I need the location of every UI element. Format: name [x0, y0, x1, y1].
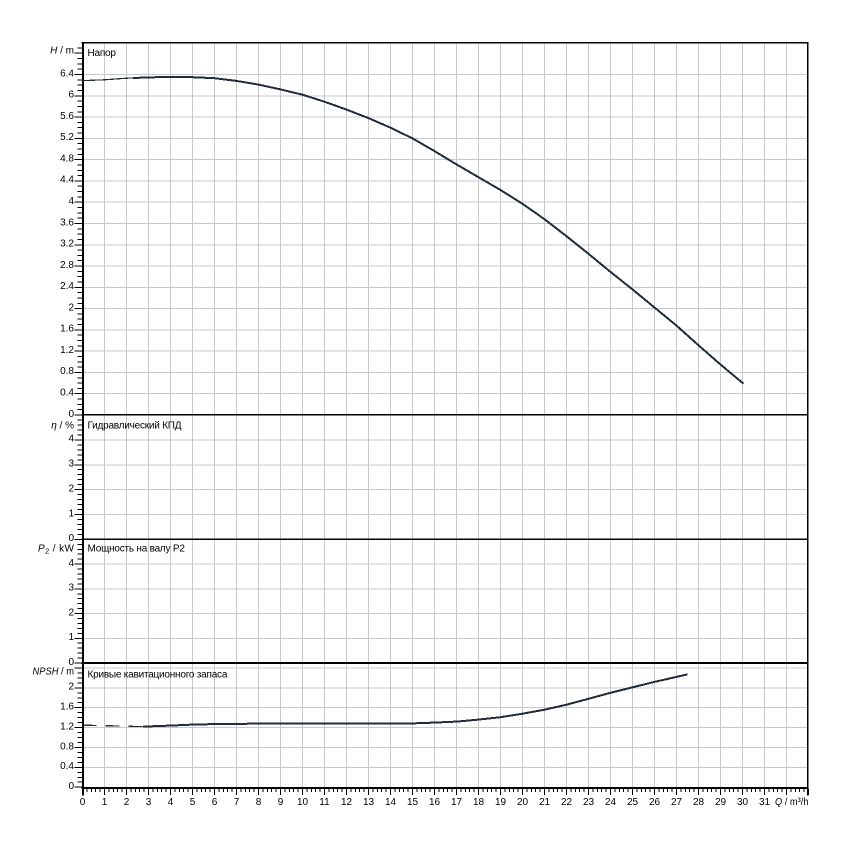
svg-text:NPSH / m: NPSH / m — [33, 667, 75, 678]
svg-text:2: 2 — [124, 797, 130, 808]
svg-text:Мощность на валу P2: Мощность на валу P2 — [88, 543, 186, 554]
svg-text:0: 0 — [68, 409, 74, 420]
svg-text:23: 23 — [583, 797, 595, 808]
svg-text:0.4: 0.4 — [60, 761, 74, 772]
svg-text:18: 18 — [473, 797, 485, 808]
svg-text:3: 3 — [146, 797, 152, 808]
svg-text:20: 20 — [517, 797, 529, 808]
svg-text:17: 17 — [451, 797, 463, 808]
svg-text:11: 11 — [319, 797, 330, 808]
svg-text:4: 4 — [68, 558, 74, 569]
svg-text:0.8: 0.8 — [60, 366, 74, 377]
svg-text:5.6: 5.6 — [60, 111, 74, 122]
svg-text:0: 0 — [80, 797, 86, 808]
svg-text:25: 25 — [627, 797, 639, 808]
svg-text:14: 14 — [385, 797, 397, 808]
svg-text:2.8: 2.8 — [60, 260, 74, 271]
svg-text:4.4: 4.4 — [60, 175, 74, 186]
svg-text:1.2: 1.2 — [60, 345, 74, 356]
svg-text:13: 13 — [363, 797, 375, 808]
svg-text:29: 29 — [715, 797, 727, 808]
svg-text:31: 31 — [759, 797, 771, 808]
svg-text:4: 4 — [68, 196, 74, 207]
svg-text:1: 1 — [68, 632, 74, 643]
svg-text:1.6: 1.6 — [60, 702, 74, 713]
svg-text:Гидравлический КПД: Гидравлический КПД — [88, 420, 182, 431]
svg-text:0: 0 — [68, 657, 74, 668]
svg-text:24: 24 — [605, 797, 617, 808]
svg-text:22: 22 — [561, 797, 573, 808]
svg-text:19: 19 — [495, 797, 507, 808]
svg-text:Кривые кавитационного запаса: Кривые кавитационного запаса — [88, 669, 228, 680]
svg-text:10: 10 — [297, 797, 309, 808]
svg-text:0: 0 — [68, 533, 74, 544]
svg-text:Напор: Напор — [88, 48, 117, 59]
svg-text:6.4: 6.4 — [60, 68, 74, 79]
svg-text:1.2: 1.2 — [60, 721, 74, 732]
svg-text:21: 21 — [539, 797, 551, 808]
svg-text:5: 5 — [190, 797, 196, 808]
svg-text:9: 9 — [278, 797, 284, 808]
svg-text:1.6: 1.6 — [60, 324, 74, 335]
svg-text:η / %: η / % — [51, 420, 74, 431]
svg-text:2: 2 — [68, 483, 74, 494]
svg-text:3: 3 — [68, 459, 74, 470]
svg-text:3.6: 3.6 — [60, 217, 74, 228]
svg-text:Q / m³/h: Q / m³/h — [775, 797, 809, 808]
svg-text:0.4: 0.4 — [60, 388, 74, 399]
svg-text:4.8: 4.8 — [60, 153, 74, 164]
svg-text:16: 16 — [429, 797, 441, 808]
svg-text:6: 6 — [68, 90, 74, 101]
svg-text:3: 3 — [68, 583, 74, 594]
svg-text:2.4: 2.4 — [60, 281, 74, 292]
svg-text:26: 26 — [649, 797, 661, 808]
svg-text:2: 2 — [68, 682, 74, 693]
svg-text:0.8: 0.8 — [60, 741, 74, 752]
svg-text:1: 1 — [68, 508, 74, 519]
svg-text:15: 15 — [407, 797, 419, 808]
svg-text:8: 8 — [256, 797, 262, 808]
svg-text:27: 27 — [671, 797, 683, 808]
svg-text:7: 7 — [234, 797, 240, 808]
svg-text:6: 6 — [212, 797, 218, 808]
svg-text:5.2: 5.2 — [60, 132, 74, 143]
svg-text:P2 / kW: P2 / kW — [38, 543, 75, 555]
svg-text:12: 12 — [341, 797, 353, 808]
svg-text:30: 30 — [737, 797, 749, 808]
svg-text:3.2: 3.2 — [60, 239, 74, 250]
svg-text:4: 4 — [168, 797, 174, 808]
svg-text:1: 1 — [102, 797, 108, 808]
svg-text:0: 0 — [68, 781, 74, 792]
svg-text:2: 2 — [68, 607, 74, 618]
svg-text:28: 28 — [693, 797, 705, 808]
svg-text:2: 2 — [68, 302, 74, 313]
svg-text:4: 4 — [68, 434, 74, 445]
svg-text:H / m: H / m — [50, 45, 74, 56]
